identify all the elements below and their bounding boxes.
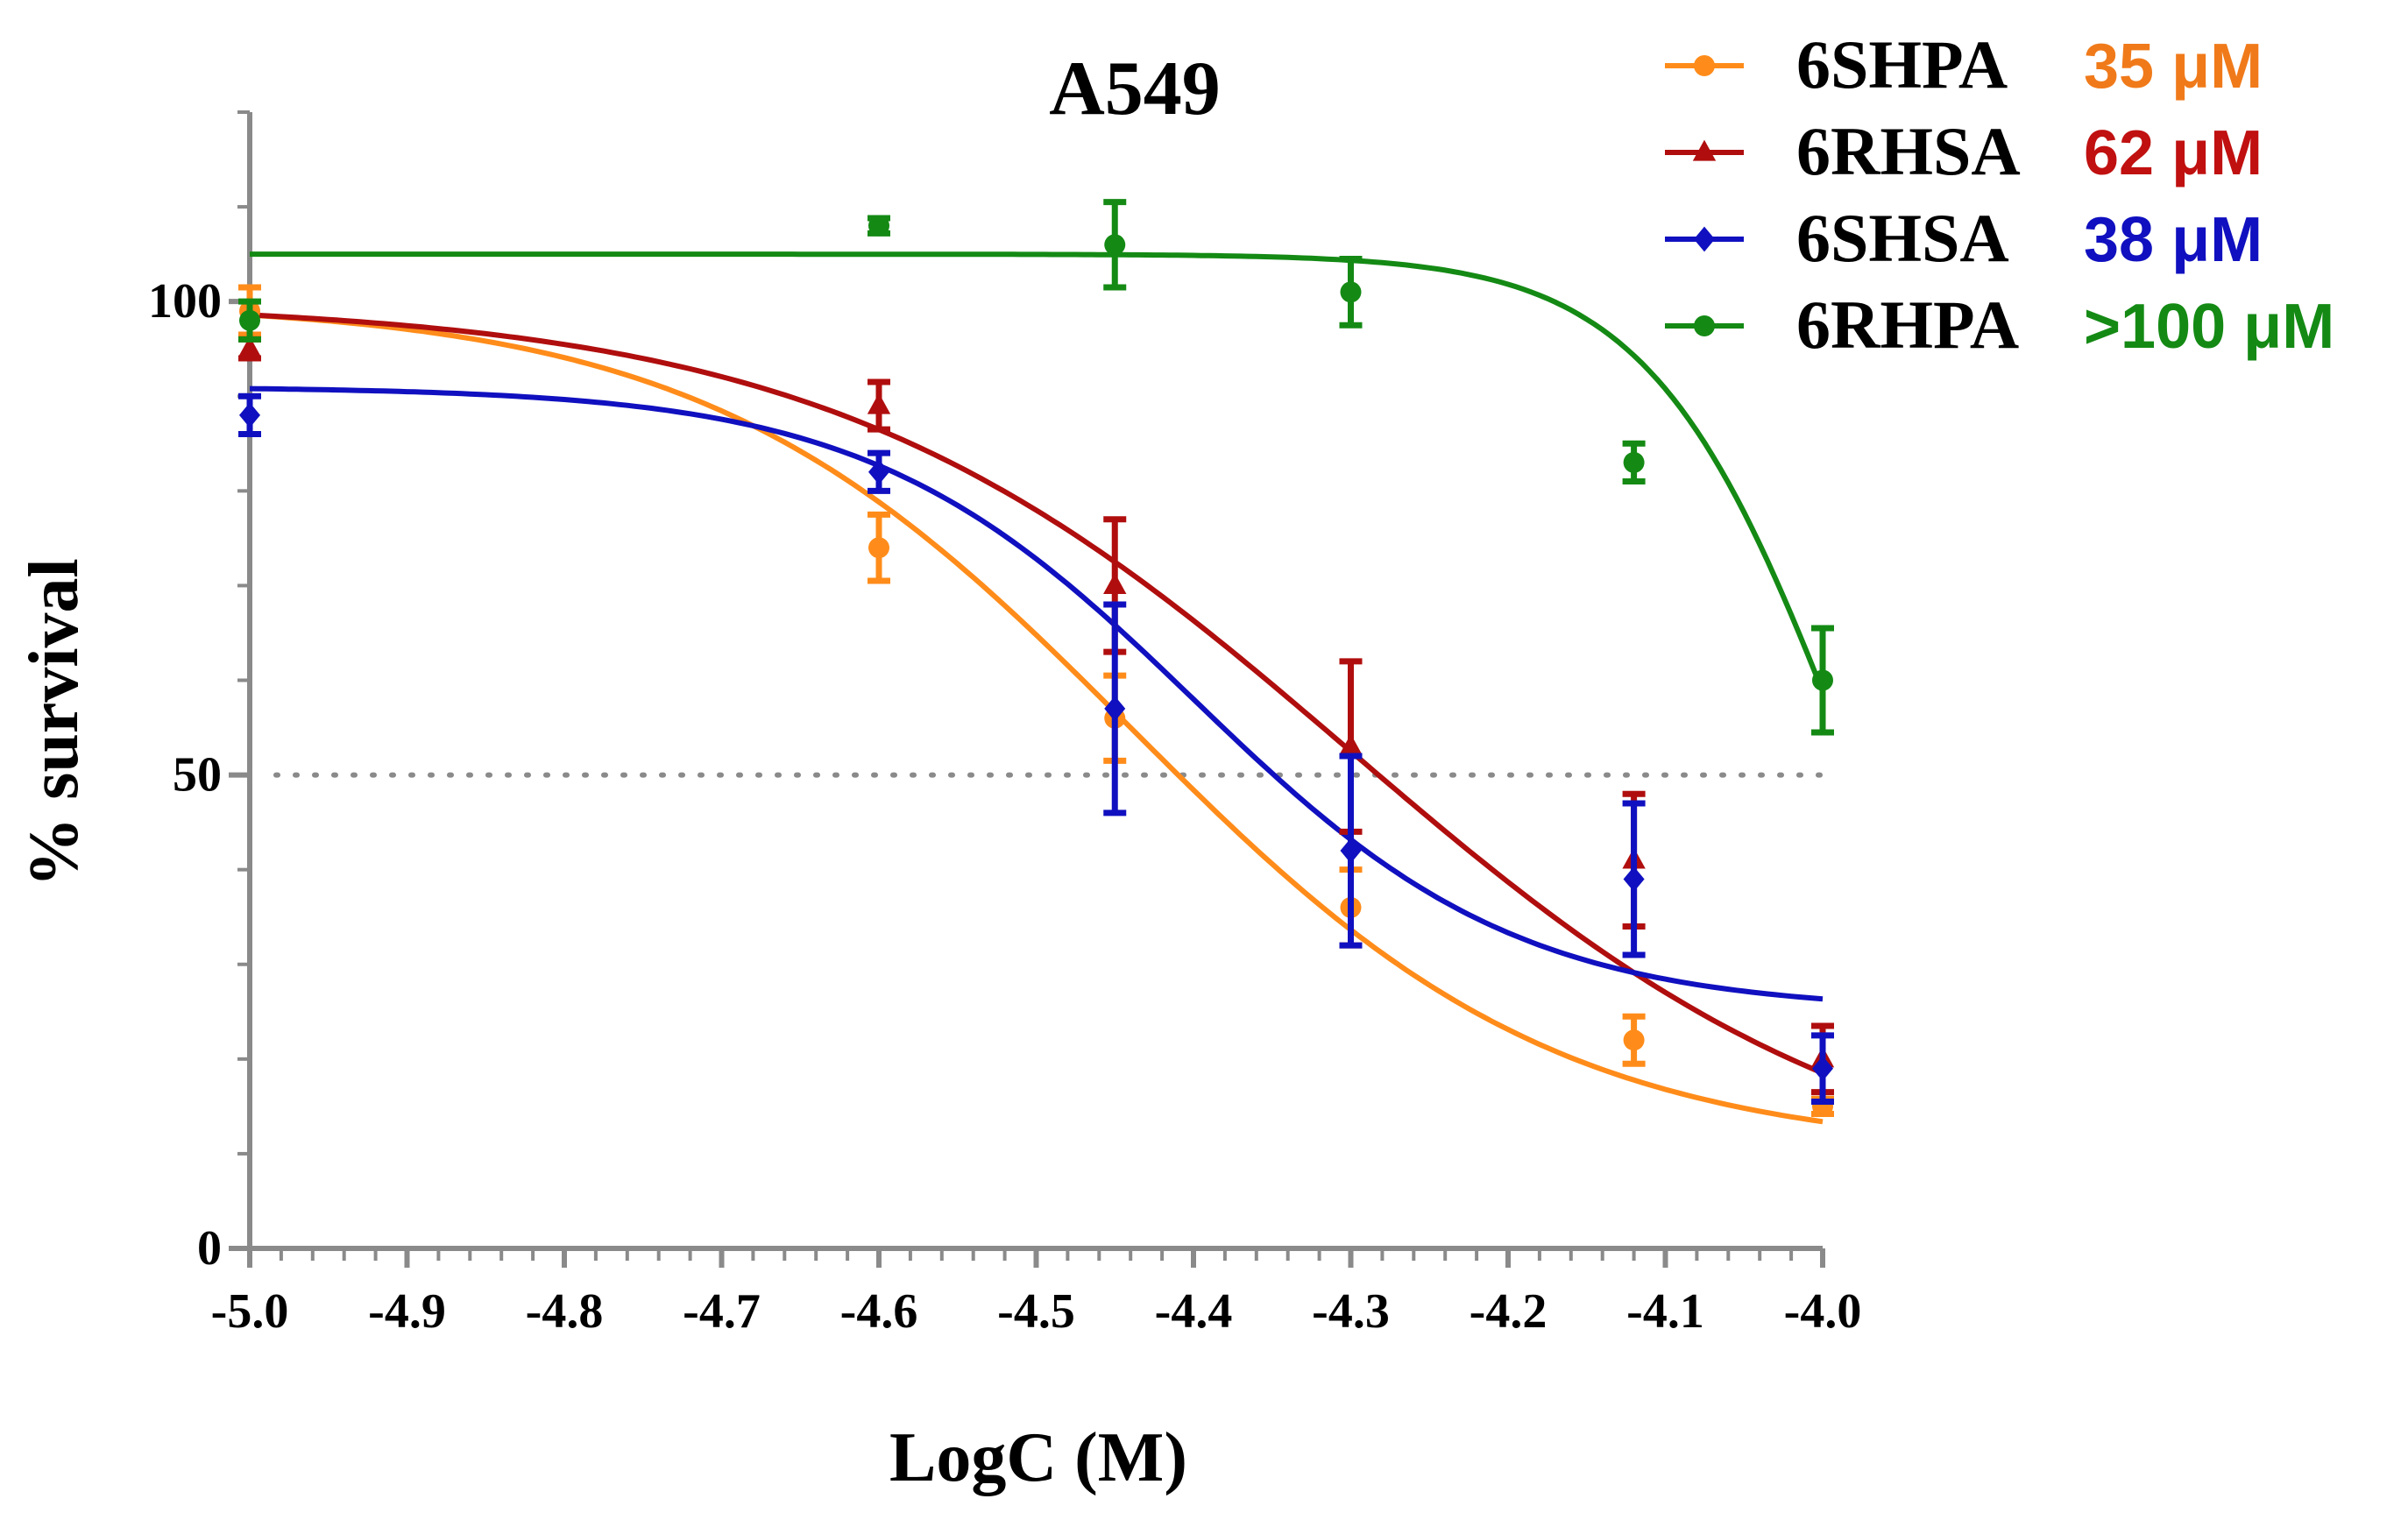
y-tick-label: 0 xyxy=(197,1221,222,1276)
legend-ic50-label: 38 μM xyxy=(2084,205,2263,275)
legend-marker xyxy=(1694,315,1715,336)
legend-marker xyxy=(1692,139,1717,161)
x-tick-label: -4.7 xyxy=(683,1284,761,1339)
fit-curves xyxy=(249,251,1825,1125)
data-point-6SHSA xyxy=(1103,601,1127,817)
marker-circle xyxy=(1623,1029,1645,1051)
data-point-6RHPA xyxy=(1103,199,1127,291)
legend-series-name: 6RHSA xyxy=(1796,113,2021,189)
legend-entry-6RHPA: 6RHPA >100 μM xyxy=(1665,286,2334,363)
legend-entry-6RHSA: 6RHSA 62 μM xyxy=(1665,113,2263,189)
data-point-6RHPA xyxy=(238,298,261,343)
x-tick-label: -4.0 xyxy=(1784,1284,1862,1339)
y-tick-label: 50 xyxy=(173,748,222,802)
legend-series-name: 6SHSA xyxy=(1796,200,2009,276)
x-tick-label: -4.2 xyxy=(1470,1284,1547,1339)
data-point-6SHSA xyxy=(1339,753,1363,949)
legend-ic50-label: 35 μM xyxy=(2084,32,2263,102)
marker-diamond xyxy=(868,459,889,485)
y-tick-label: 100 xyxy=(148,274,222,329)
marker-triangle xyxy=(867,392,891,414)
x-axis-label: LogC (M) xyxy=(889,1419,1187,1496)
y-axis-label: % survival xyxy=(16,558,93,887)
x-tick-label: -4.5 xyxy=(997,1284,1075,1339)
x-tick-label: -4.9 xyxy=(368,1284,446,1339)
axes: 0 50 100 -5.0 -4.9 -4.8 -4.7 -4.6 -4.5 -4.4 -4.3 -4… xyxy=(148,110,1862,1339)
x-tick-label: -4.8 xyxy=(526,1284,604,1339)
data-point-6SHPA xyxy=(868,511,890,584)
marker-triangle xyxy=(1339,733,1363,755)
chart-title: A549 xyxy=(1049,46,1221,131)
marker-triangle xyxy=(1103,573,1127,595)
legend-series-name: 6RHPA xyxy=(1796,286,2019,363)
legend-series-name: 6SHPA xyxy=(1796,26,2008,103)
legend-marker xyxy=(1694,55,1715,76)
marker-circle xyxy=(868,537,889,559)
legend-ic50-label: >100 μM xyxy=(2084,292,2334,362)
marker-circle xyxy=(1812,669,1833,691)
fit-curve-6RHPA xyxy=(250,251,1825,693)
marker-diamond xyxy=(239,402,260,428)
data-point-6RHSA xyxy=(867,378,891,433)
marker-circle xyxy=(1104,234,1126,256)
fit-curve-6RHSA xyxy=(249,312,1824,1076)
x-tick-label: -4.6 xyxy=(840,1284,918,1339)
data-point-6SHSA xyxy=(238,392,261,437)
x-tick-label: -4.4 xyxy=(1155,1284,1233,1339)
marker-diamond xyxy=(1104,696,1126,722)
data-point-6SHPA xyxy=(1622,1013,1646,1067)
x-tick-label: -4.3 xyxy=(1312,1284,1390,1339)
legend-marker xyxy=(1694,226,1715,252)
marker-circle xyxy=(1340,281,1362,303)
x-tick-label: -5.0 xyxy=(211,1284,289,1339)
legend-entry-6SHSA: 6SHSA 38 μM xyxy=(1665,200,2263,276)
marker-circle xyxy=(868,215,889,237)
data-points xyxy=(237,199,1835,1118)
marker-circle xyxy=(239,309,260,331)
data-point-6RHPA xyxy=(1811,625,1834,736)
marker-diamond xyxy=(1812,1056,1833,1082)
data-point-6RHPA xyxy=(1622,440,1646,485)
fit-curve-6SHSA xyxy=(249,385,1824,1002)
data-point-6SHSA xyxy=(1811,1032,1834,1105)
data-point-6RHPA xyxy=(868,215,890,237)
marker-diamond xyxy=(1340,838,1362,864)
data-point-6RHPA xyxy=(1339,256,1363,329)
marker-triangle xyxy=(237,336,262,357)
legend-ic50-label: 62 μM xyxy=(2084,118,2263,188)
x-tick-label: -4.1 xyxy=(1626,1284,1704,1339)
marker-diamond xyxy=(1623,866,1645,892)
fit-curve-6SHPA xyxy=(249,312,1824,1125)
legend-entry-6SHPA: 6SHPA 35 μM xyxy=(1665,26,2263,103)
legend: 6SHPA 35 μM 6RHSA 62 μM 6SHSA 38 μM 6RHPA >100 … xyxy=(1665,26,2334,363)
data-point-6SHSA xyxy=(868,449,890,494)
marker-circle xyxy=(1623,451,1645,473)
data-point-6SHSA xyxy=(1622,800,1646,958)
